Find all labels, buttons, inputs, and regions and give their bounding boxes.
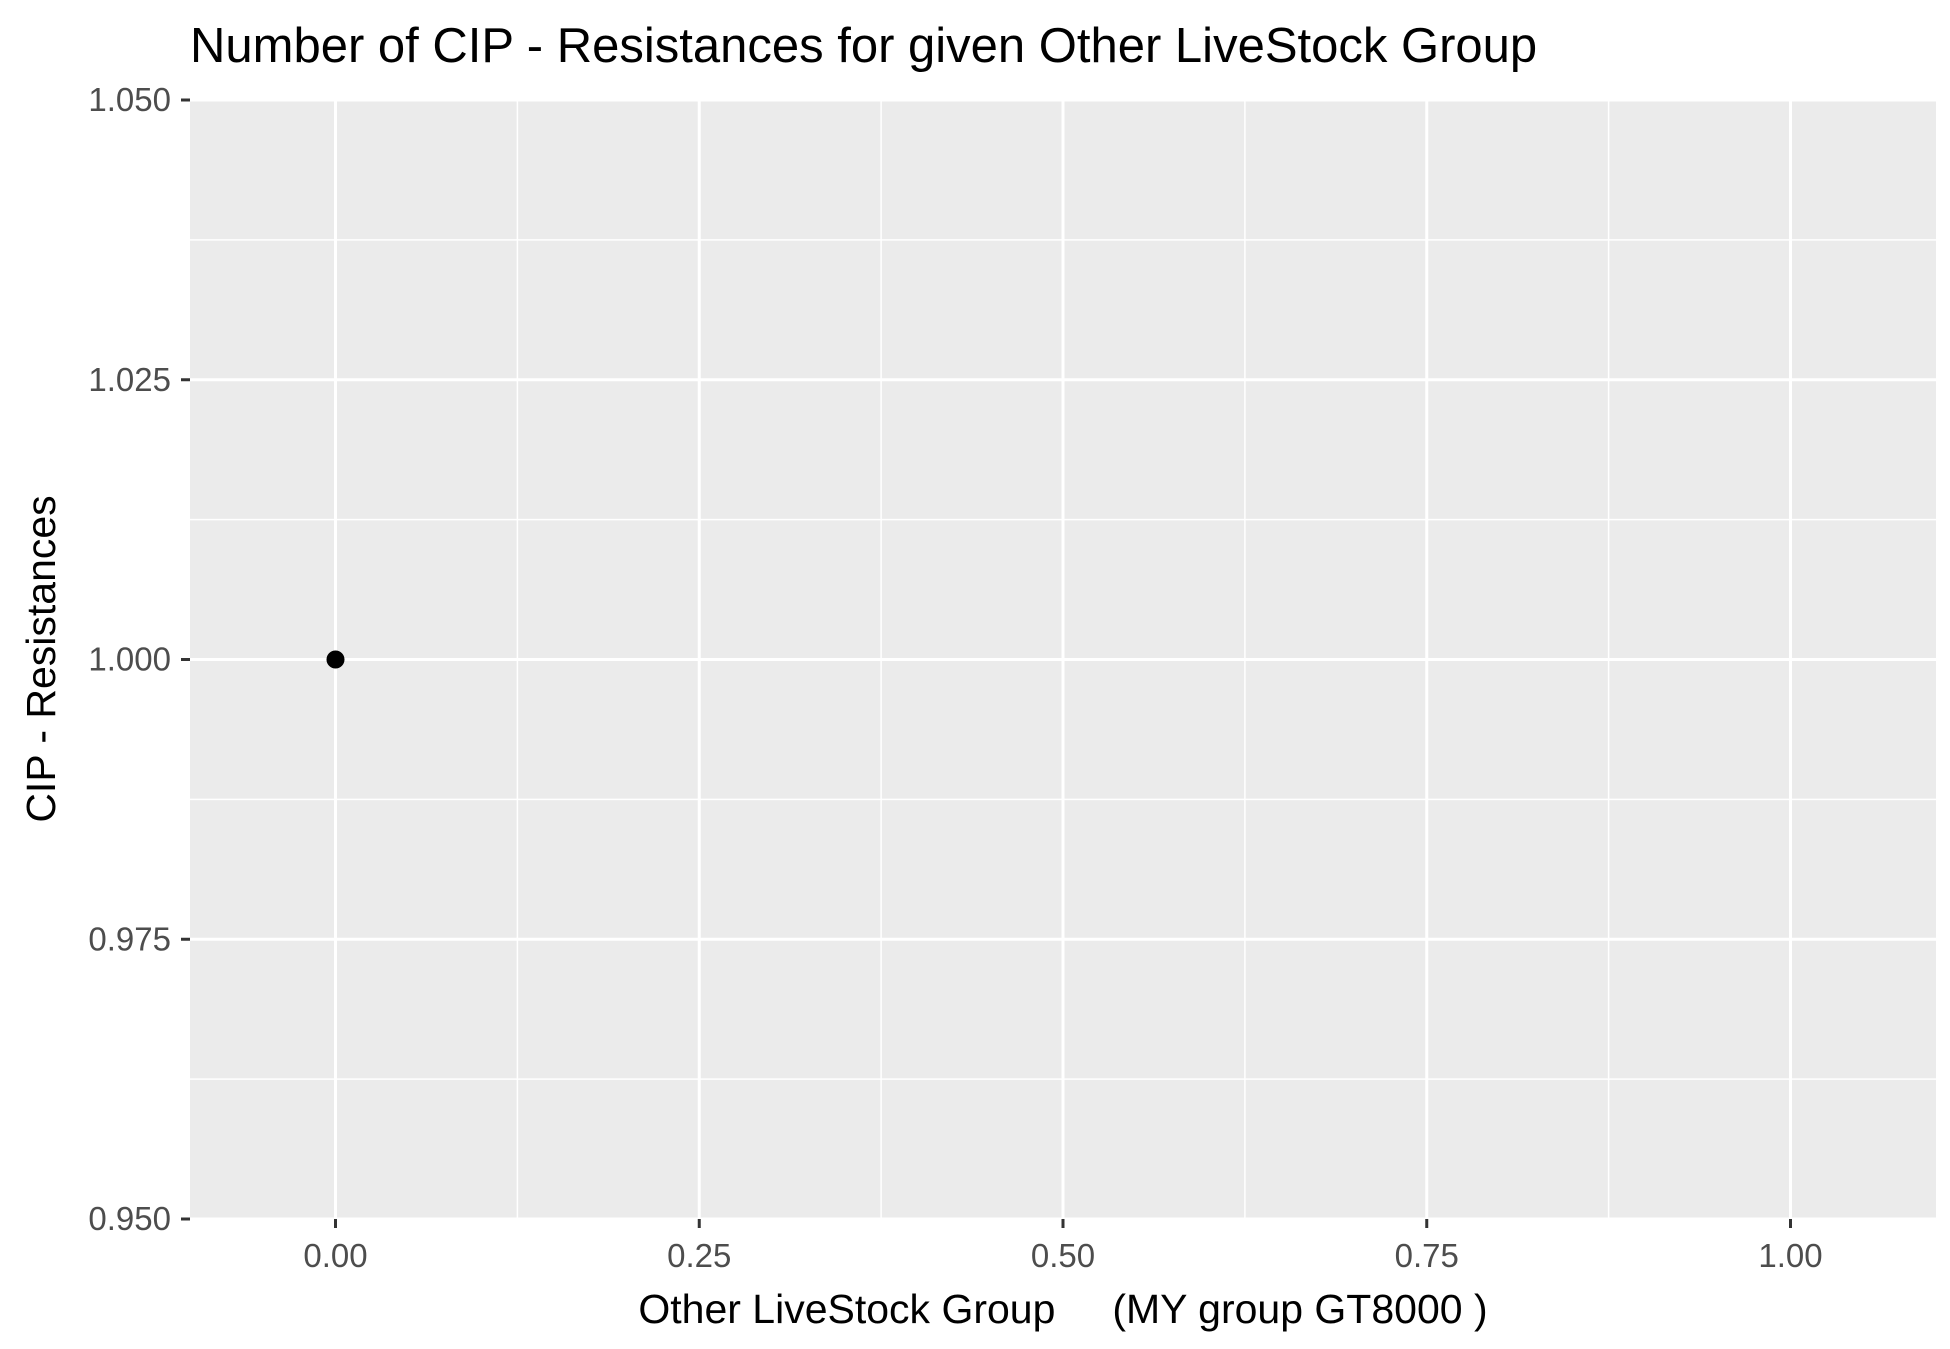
chart-title: Number of CIP - Resistances for given Ot… <box>190 19 1537 73</box>
data-point <box>326 650 345 669</box>
x-tick-label: 0.00 <box>303 1237 367 1274</box>
y-tick-label: 0.950 <box>88 1200 171 1237</box>
x-tick-label: 0.50 <box>1031 1237 1095 1274</box>
y-tick-label: 0.975 <box>88 920 171 957</box>
x-tick-label: 0.25 <box>667 1237 731 1274</box>
y-tick-label: 1.050 <box>88 81 171 118</box>
y-axis: 0.950 0.975 1.000 1.025 1.050 <box>88 81 190 1237</box>
x-axis-title: Other LiveStock Group (MY group GT8000 ) <box>638 1286 1487 1332</box>
y-axis-title: CIP - Resistances <box>18 495 64 822</box>
x-tick-label: 0.75 <box>1395 1237 1459 1274</box>
data-points <box>326 650 345 669</box>
x-axis: 0.00 0.25 0.50 0.75 1.00 <box>303 1219 1823 1274</box>
y-tick-label: 1.000 <box>88 641 171 678</box>
y-tick-label: 1.025 <box>88 361 171 398</box>
x-tick-label: 1.00 <box>1758 1237 1822 1274</box>
